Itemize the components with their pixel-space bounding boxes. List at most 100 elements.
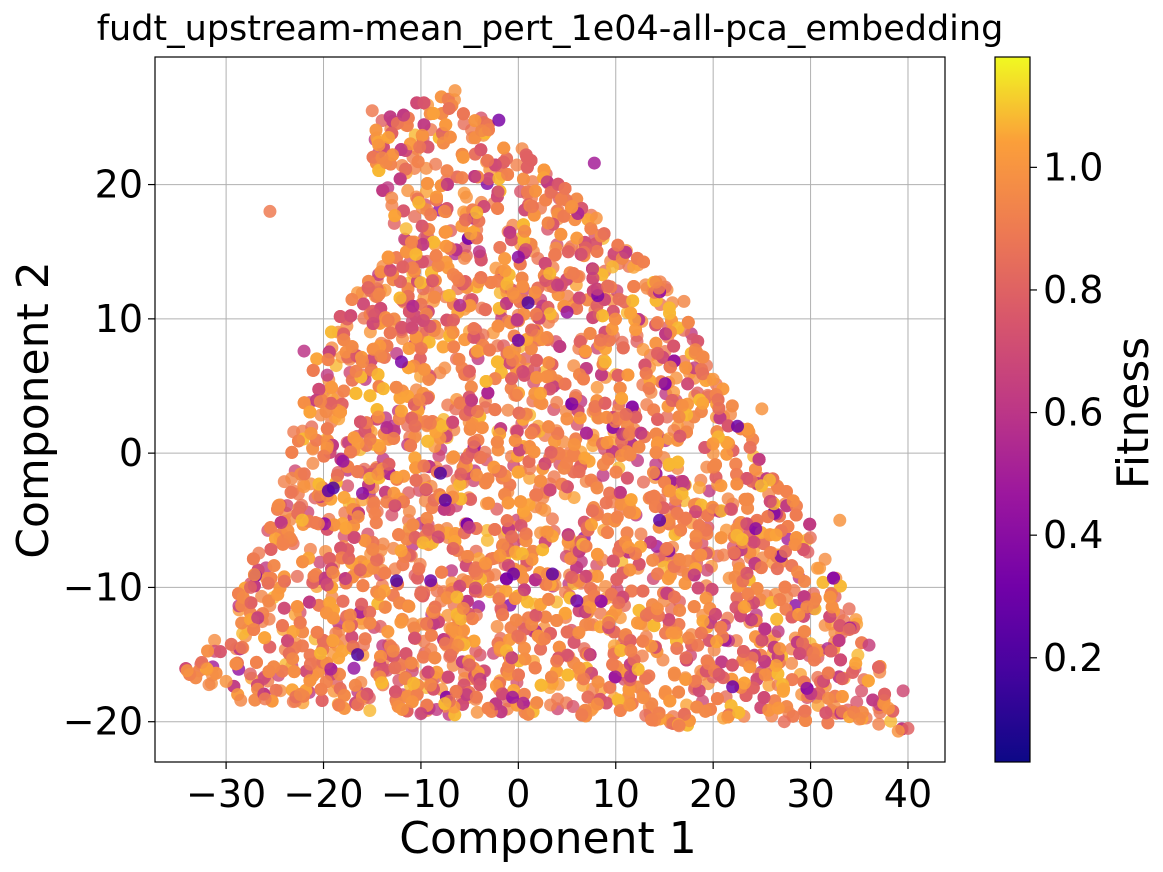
scatter-point [803,517,817,531]
scatter-point [373,588,387,602]
scatter-point [658,377,672,391]
scatter-point [456,623,470,637]
scatter-point [721,710,735,724]
scatter-point [435,565,449,579]
scatter-point [334,541,348,555]
scatter-point [696,614,710,628]
scatter-point [417,362,431,376]
scatter-point [516,172,530,186]
scatter-point [482,496,496,510]
scatter-point [522,454,536,468]
scatter-point [416,650,430,664]
scatter-point [367,496,381,510]
scatter-point [649,446,663,460]
scatter-point [673,603,687,617]
scatter-point [285,445,299,459]
scatter-point [400,119,414,133]
scatter-point [281,634,295,648]
scatter-point [408,419,422,433]
scatter-point [622,427,636,441]
scatter-point [636,584,650,598]
scatter-point [459,190,473,204]
scatter-point [579,426,593,440]
scatter-point [517,641,531,655]
scatter-point [389,380,403,394]
scatter-point [609,465,623,479]
scatter-point [389,685,403,699]
scatter-point [740,471,754,485]
scatter-point [348,678,362,692]
scatter-point [447,340,461,354]
scatter-point [665,393,679,407]
scatter-point [262,594,276,608]
scatter-point [488,403,502,417]
scatter-point [524,426,538,440]
scatter-point [431,259,445,273]
scatter-point [314,682,328,696]
scatter-point [376,183,390,197]
scatter-point [409,247,423,261]
scatter-point [337,384,351,398]
scatter-point [757,537,771,551]
scatter-point [293,688,307,702]
scatter-point [376,537,390,551]
scatter-point [599,496,613,510]
scatter-point [363,389,377,403]
scatter-point [785,656,799,670]
scatter-point [699,591,713,605]
scatter-point [315,694,329,708]
scatter-point [428,290,442,304]
scatter-point [469,468,483,482]
scatter-point [769,659,783,673]
scatter-point [819,706,833,720]
scatter-point [608,670,622,684]
scatter-point [490,435,504,449]
scatter-point [550,614,564,628]
scatter-point [452,352,466,366]
scatter-point [371,368,385,382]
scatter-point [604,587,618,601]
scatter-point [258,631,272,645]
scatter-point [691,638,705,652]
scatter-point [503,225,517,239]
scatter-point [306,456,320,470]
scatter-point [594,333,608,347]
scatter-point [261,576,275,590]
scatter-point [821,691,835,705]
scatter-point [700,563,714,577]
scatter-point [355,597,369,611]
scatter-point [647,466,661,480]
scatter-point [560,412,574,426]
scatter-point [426,235,440,249]
scatter-point [849,656,863,670]
scatter-point [567,635,581,649]
scatter-point [474,271,488,285]
scatter-point [681,631,695,645]
scatter-point [605,322,619,336]
scatter-point [320,368,334,382]
scatter-point [651,436,665,450]
scatter-points [179,84,915,738]
scatter-point [510,158,524,172]
scatter-point [603,486,617,500]
scatter-point [668,668,682,682]
scatter-point [423,416,437,430]
scatter-point [356,579,370,593]
scatter-point [481,386,495,400]
scatter-point [624,306,638,320]
scatter-point [748,462,762,476]
scatter-point [639,366,653,380]
scatter-point [262,664,276,678]
scatter-point [405,695,419,709]
scatter-point [564,552,578,566]
scatter-point [202,678,216,692]
scatter-point [441,608,455,622]
scatter-point [275,619,289,633]
scatter-point [509,613,523,627]
scatter-point [872,660,886,674]
scatter-point [433,366,447,380]
scatter-point [636,691,650,705]
scatter-point [573,335,587,349]
scatter-point [583,326,597,340]
scatter-point [632,440,646,454]
